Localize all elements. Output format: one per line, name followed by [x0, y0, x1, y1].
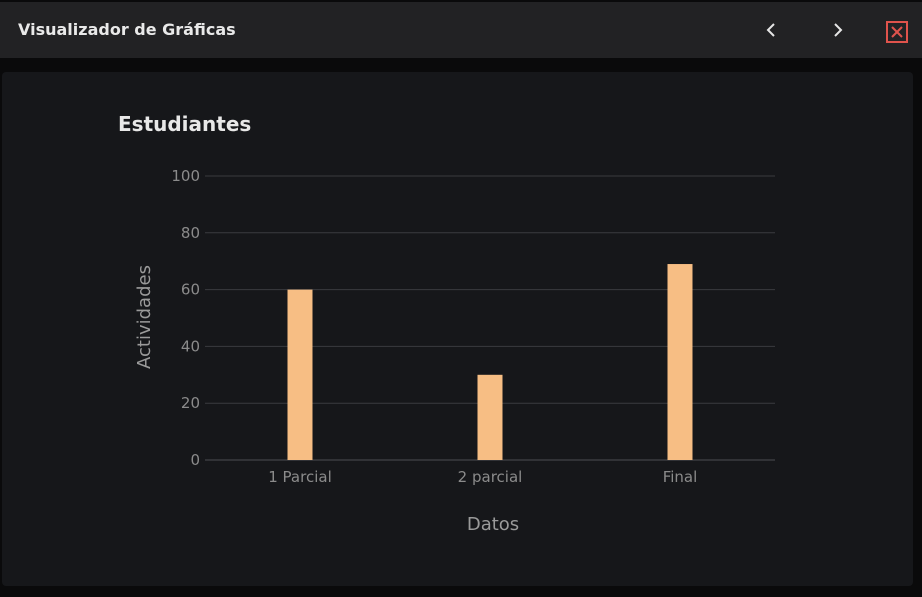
y-tick-label: 0 — [190, 451, 200, 469]
next-chart-button[interactable] — [822, 15, 852, 45]
y-tick-label: 40 — [181, 337, 200, 355]
bar-final[interactable] — [667, 264, 693, 460]
y-axis-label: Actividades — [134, 265, 155, 369]
y-tick-label: 100 — [171, 167, 200, 185]
bar-1-parcial[interactable] — [287, 289, 313, 460]
close-icon — [886, 21, 908, 43]
chevron-left-icon — [766, 23, 775, 37]
y-tick-label: 80 — [181, 224, 200, 242]
chart-panel — [2, 72, 913, 586]
y-tick-label: 60 — [181, 281, 200, 299]
y-tick-label: 20 — [181, 394, 200, 412]
chevron-right-icon — [834, 23, 843, 37]
previous-chart-button[interactable] — [757, 15, 787, 45]
x-tick-label: 2 parcial — [458, 468, 523, 486]
x-axis-label: Datos — [467, 514, 519, 535]
window-title: Visualizador de Gráficas — [18, 20, 236, 39]
x-tick-label: 1 Parcial — [268, 468, 332, 486]
bar-2-parcial[interactable] — [477, 374, 503, 460]
chart-title: Estudiantes — [118, 112, 252, 136]
close-button[interactable] — [885, 20, 909, 44]
x-tick-label: Final — [663, 468, 698, 486]
window-titlebar: Visualizador de Gráficas — [0, 0, 922, 58]
